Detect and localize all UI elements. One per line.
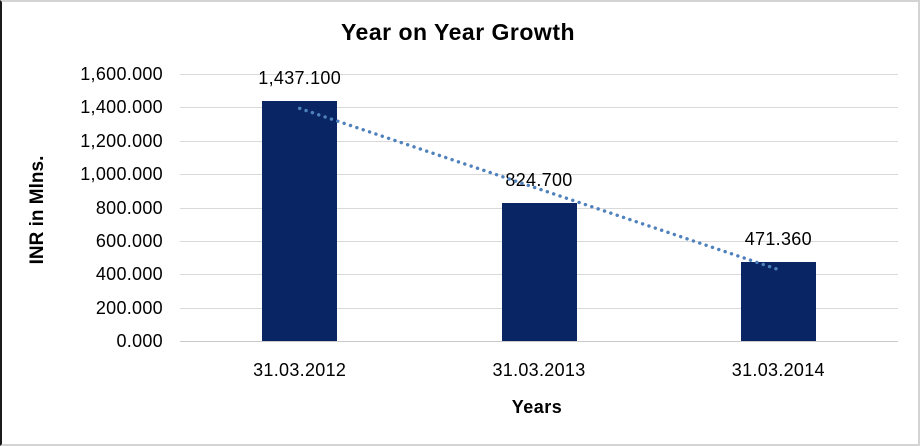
bar-data-label: 824.700	[505, 170, 573, 191]
x-axis-line	[180, 341, 898, 342]
x-axis-title: Years	[511, 397, 563, 417]
bar-data-label: 471.360	[744, 229, 812, 250]
y-tick-label: 600.000	[95, 230, 163, 251]
y-tick-label: 0.000	[116, 331, 163, 351]
y-tick-label: 1,600.000	[80, 64, 163, 84]
chart-title: Year on Year Growth	[340, 19, 576, 45]
x-category-label: 31.03.2014	[731, 360, 825, 380]
y-tick-label: 1,200.000	[80, 130, 163, 151]
bar	[262, 101, 338, 341]
bar	[501, 203, 577, 341]
x-category-label: 31.03.2012	[253, 360, 347, 380]
y-tick-label: 1,000.000	[80, 164, 163, 185]
y-tick-label: 1,400.000	[80, 97, 163, 118]
y-tick-label: 800.000	[95, 197, 163, 218]
gridline	[180, 74, 898, 75]
x-category-label: 31.03.2013	[492, 360, 586, 380]
y-tick-label: 400.000	[95, 264, 163, 285]
y-tick-label: 200.000	[95, 297, 163, 318]
bar	[740, 262, 816, 341]
bar-data-label: 1,437.100	[258, 68, 342, 89]
